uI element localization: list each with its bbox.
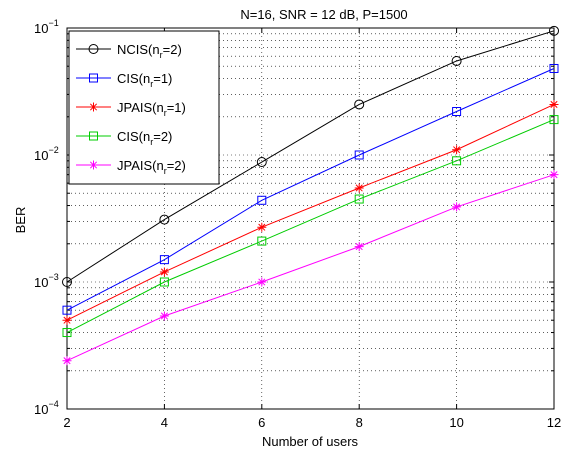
circle-marker — [451, 55, 462, 66]
square-marker — [62, 305, 72, 315]
square-marker — [549, 115, 559, 125]
series-line — [66, 104, 555, 321]
series-line — [66, 119, 555, 333]
series-line — [66, 30, 555, 283]
legend: NCIS(nr=2) CIS(nr=1) JPAIS(nr=1) CIS(nr=2) J… — [68, 30, 220, 185]
x-tick-label: 12 — [547, 415, 561, 430]
square-marker — [89, 73, 98, 83]
star-marker — [159, 267, 169, 277]
circle-marker — [256, 157, 267, 168]
square-marker — [89, 131, 98, 141]
square-marker — [159, 255, 169, 265]
circle-marker — [88, 44, 99, 54]
legend-label: JPAIS(nr=1) — [117, 100, 186, 118]
circle-marker — [354, 99, 365, 110]
chart-title: N=16, SNR = 12 dB, P=1500 — [240, 7, 407, 22]
legend-label: CIS(nr=2) — [117, 129, 172, 147]
legend-label: NCIS(nr=2) — [117, 42, 182, 60]
series-line — [66, 174, 555, 362]
x-axis-label: Number of users — [262, 434, 359, 449]
y-tick-label: 10−1 — [34, 18, 59, 36]
star-marker — [452, 145, 462, 155]
series-line — [66, 68, 555, 311]
star-marker — [549, 99, 559, 109]
star-marker — [354, 183, 364, 193]
y-tick-label: 10−2 — [34, 145, 59, 163]
square-marker — [354, 194, 364, 204]
star-marker — [257, 222, 267, 232]
square-marker — [257, 236, 267, 246]
axis-ticks: 2 4 6 8 10 12 10−4 10−3 10−2 10−1 — [34, 18, 561, 430]
star-marker — [549, 170, 559, 180]
star-marker — [354, 242, 364, 252]
star-marker — [89, 102, 98, 112]
star-marker — [159, 311, 169, 321]
square-marker — [159, 277, 169, 287]
square-marker — [452, 156, 462, 166]
y-tick-label: 10−3 — [34, 272, 59, 290]
x-tick-label: 8 — [356, 415, 363, 430]
x-tick-label: 4 — [161, 415, 168, 430]
square-marker — [549, 63, 559, 73]
legend-label: CIS(nr=1) — [117, 71, 172, 89]
legend-label: JPAIS(nr=2) — [117, 158, 186, 176]
circle-marker — [62, 277, 72, 287]
star-marker — [62, 315, 72, 325]
square-marker — [354, 150, 364, 160]
square-marker — [257, 195, 267, 205]
star-marker — [257, 277, 267, 287]
y-tick-label: 10−4 — [34, 399, 59, 417]
plot-area-frame — [66, 27, 555, 410]
circle-marker — [549, 25, 559, 36]
x-tick-label: 6 — [258, 415, 265, 430]
x-tick-label: 2 — [63, 415, 70, 430]
x-tick-label: 10 — [449, 415, 463, 430]
y-axis-label: BER — [13, 207, 28, 234]
square-marker — [452, 107, 462, 117]
square-marker — [62, 328, 72, 338]
data-series — [62, 25, 559, 366]
star-marker — [452, 202, 462, 212]
star-marker — [89, 160, 98, 170]
circle-marker — [159, 214, 170, 225]
star-marker — [62, 356, 72, 366]
